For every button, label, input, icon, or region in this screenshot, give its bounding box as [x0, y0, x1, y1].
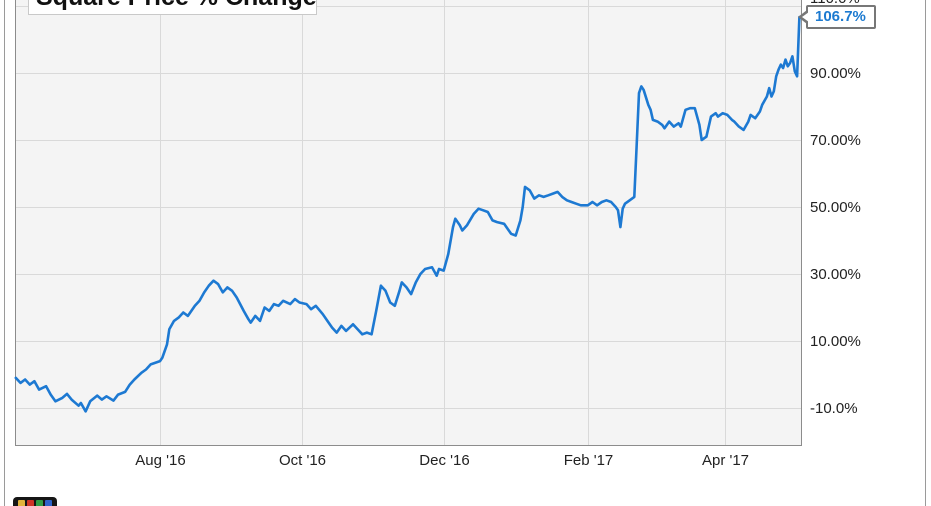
price-line — [14, 15, 801, 413]
y-axis-label: 30.00% — [810, 265, 861, 283]
y-axis-label: 110.0% — [810, 0, 860, 8]
last-value-callout: 106.7% — [798, 5, 876, 29]
logo-color-3 — [36, 500, 43, 506]
y-axis-label: 10.00% — [810, 332, 861, 350]
logo-color-4 — [45, 500, 52, 506]
last-value-label: 106.7% — [815, 8, 866, 25]
x-axis-label: Feb '17 — [563, 452, 614, 469]
x-axis-label: Aug '16 — [135, 452, 186, 469]
y-axis-label: 50.00% — [810, 198, 861, 216]
y-axis-label: 70.00% — [810, 131, 861, 149]
plot-border — [15, 0, 802, 446]
y-axis-label: -10.0% — [810, 399, 858, 417]
attribution-logo[interactable] — [13, 497, 57, 506]
chart-title: Square Price % Change — [36, 0, 317, 12]
y-axis-label: 90.00% — [810, 64, 861, 82]
x-axis-label: Oct '16 — [278, 452, 327, 469]
logo-color-1 — [18, 500, 25, 506]
x-axis-label: Dec '16 — [419, 452, 470, 469]
logo-color-2 — [27, 500, 34, 506]
gridlines — [15, 0, 802, 445]
chart-outer-frame — [4, 0, 926, 506]
x-axis-label: Apr '17 — [701, 452, 750, 469]
chart-title-box: Square Price % Change — [28, 0, 317, 15]
plot-background — [15, 0, 802, 445]
